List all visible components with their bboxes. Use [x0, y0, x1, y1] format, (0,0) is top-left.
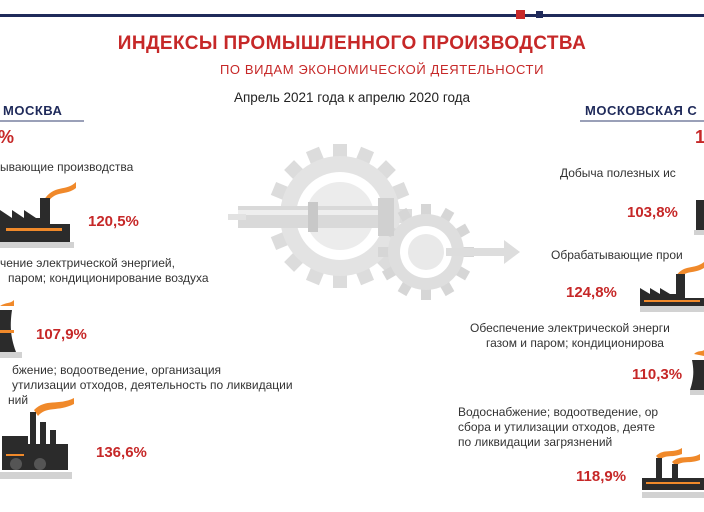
oblast-total-value: 1 [695, 127, 704, 147]
label-line: газом и паром; кондиционирова [486, 336, 664, 350]
moscow-total-value: % [0, 127, 14, 148]
region-oblast-title: МОСКОВСКАЯ С [585, 103, 698, 118]
top-bar [0, 14, 704, 17]
page-subtitle: ПО ВИДАМ ЭКОНОМИЧЕСКОЙ ДЕЯТЕЛЬНОСТИ [219, 62, 545, 77]
moscow-item-3-value: 136,6% [96, 444, 147, 461]
label-line: утилизации отходов, деятельность по ликв… [12, 378, 293, 392]
top-bar-red-square [516, 10, 525, 19]
period-label: Апрель 2021 года к апрелю 2020 года [233, 90, 471, 105]
label-line: Обрабатывающие прои [551, 248, 683, 262]
label-line: чение электрической энергией, [0, 256, 175, 270]
label-line: бжение; водоотведение, организация [12, 363, 222, 377]
oblast-item-4-label: Водоснабжение; водоотведение, ор сбора и… [458, 405, 658, 450]
mining-icon [694, 200, 704, 235]
cooling-tower-icon [0, 300, 22, 358]
oblast-item-4-value: 118,9% [576, 468, 627, 485]
factory-icon [0, 182, 76, 248]
oblast-item-1-label: Добыча полезных ис [560, 166, 676, 181]
oblast-item-1-value: 103,8% [627, 204, 678, 221]
moscow-item-2-value: 107,9% [36, 326, 87, 343]
label-line: ывающие производства [0, 160, 134, 174]
region-oblast-underline [580, 120, 704, 122]
moscow-item-3-label: бжение; водоотведение, организация утили… [0, 363, 293, 408]
label-line: ний [8, 393, 29, 407]
cooling-tower-icon [690, 350, 704, 395]
page-title: ИНДЕКСЫ ПРОМЫШЛЕННОГО ПРОИЗВОДСТВА [117, 33, 587, 54]
label-line: Добыча полезных ис [560, 166, 676, 180]
factory-icon [640, 262, 704, 312]
label-line: Водоснабжение; водоотведение, ор [458, 405, 659, 419]
moscow-item-2-label: чение электрической энергией, паром; кон… [0, 256, 209, 286]
water-plant-icon [0, 398, 74, 479]
oblast-item-3-value: 110,3% [632, 366, 683, 383]
region-moscow-underline [0, 120, 84, 122]
oblast-item-2-label: Обрабатывающие прои [551, 248, 683, 263]
label-line: паром; кондиционирование воздуха [8, 271, 209, 285]
moscow-item-1-value: 120,5% [88, 213, 139, 230]
region-moscow-title: МОСКВА [3, 103, 63, 118]
moscow-item-1-label: ывающие производства [0, 160, 133, 175]
label-line: Обеспечение электрической энерги [470, 321, 670, 335]
label-line: сбора и утилизации отходов, деяте [458, 420, 656, 434]
oblast-item-3-label: Обеспечение электрической энерги газом и… [470, 321, 670, 351]
water-plant-icon [642, 448, 704, 498]
label-line: по ликвидации загрязнений [458, 435, 613, 449]
oblast-item-2-value: 124,8% [566, 284, 617, 301]
top-bar-navy-square [536, 11, 543, 18]
gears-illustration [228, 144, 520, 300]
